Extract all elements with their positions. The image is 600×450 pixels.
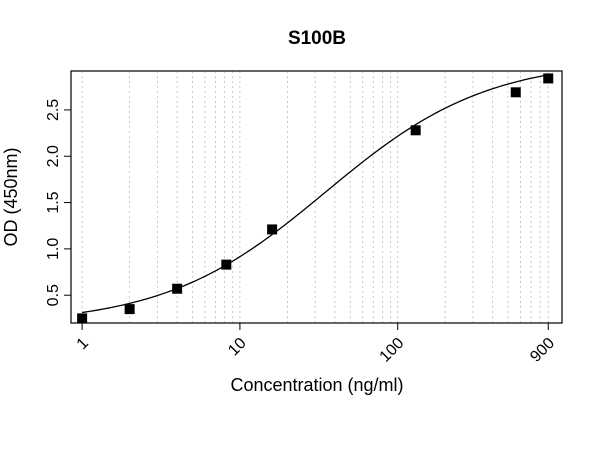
y-axis: 0.5 1.0 1.5 2.0 2.5 — [45, 99, 71, 306]
x-axis-label: Concentration (ng/ml) — [230, 375, 403, 395]
data-point — [221, 259, 232, 270]
y-axis-label: OD (450nm) — [1, 147, 21, 246]
y-tick-label: 2.5 — [45, 99, 62, 121]
x-tick-label: 10 — [225, 335, 250, 360]
data-point — [172, 283, 183, 294]
data-point — [77, 313, 88, 324]
data-point — [543, 73, 554, 84]
data-point — [124, 304, 135, 315]
data-point — [410, 125, 421, 136]
x-tick-label: 1 — [74, 335, 92, 353]
y-tick-label: 1.0 — [45, 238, 62, 260]
x-tick-label: 100 — [377, 335, 408, 366]
y-tick-label: 2.0 — [45, 145, 62, 167]
y-tick-label: 0.5 — [45, 284, 62, 306]
data-point — [510, 87, 521, 98]
x-tick-label: 900 — [527, 335, 558, 366]
plot-frame — [70, 70, 563, 324]
chart-title: S100B — [288, 28, 346, 49]
data-points — [77, 73, 554, 324]
data-point — [267, 224, 278, 235]
x-axis: 1 10 100 900 — [74, 323, 558, 366]
fit-curve — [82, 74, 549, 314]
grid-lines — [81, 71, 549, 323]
y-tick-label: 1.5 — [45, 191, 62, 213]
